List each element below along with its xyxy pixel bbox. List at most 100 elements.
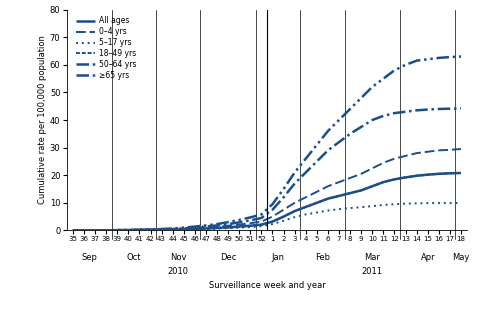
All ages	[358, 188, 363, 192]
All ages	[435, 172, 441, 176]
0–4 yrs	[435, 148, 441, 152]
18–49 yrs	[380, 180, 385, 184]
5–17 yrs	[435, 201, 441, 205]
0–4 yrs	[136, 228, 142, 232]
All ages	[125, 228, 131, 232]
All ages	[81, 228, 87, 232]
≥65 yrs	[402, 63, 408, 67]
All ages	[302, 205, 308, 209]
5–17 yrs	[125, 228, 131, 232]
18–49 yrs	[192, 228, 197, 231]
18–49 yrs	[158, 228, 164, 232]
Line: 50–64 yrs: 50–64 yrs	[73, 108, 460, 230]
5–17 yrs	[280, 219, 286, 223]
0–4 yrs	[291, 201, 297, 205]
All ages	[158, 228, 164, 232]
All ages	[180, 228, 186, 231]
0–4 yrs	[92, 228, 98, 232]
All ages	[269, 220, 275, 223]
50–64 yrs	[402, 110, 408, 114]
≥65 yrs	[457, 55, 463, 59]
5–17 yrs	[147, 228, 153, 232]
All ages	[103, 228, 109, 232]
5–17 yrs	[258, 224, 264, 228]
≥65 yrs	[203, 223, 208, 227]
50–64 yrs	[324, 148, 330, 152]
50–64 yrs	[347, 132, 352, 136]
18–49 yrs	[236, 225, 241, 229]
≥65 yrs	[391, 68, 396, 72]
18–49 yrs	[214, 226, 219, 230]
≥65 yrs	[92, 228, 98, 232]
0–4 yrs	[269, 215, 275, 219]
18–49 yrs	[347, 191, 352, 195]
All ages	[347, 191, 352, 195]
0–4 yrs	[336, 180, 341, 184]
50–64 yrs	[125, 228, 131, 232]
18–49 yrs	[269, 220, 275, 223]
50–64 yrs	[158, 228, 164, 231]
0–4 yrs	[169, 227, 175, 231]
Legend: All ages, 0–4 yrs, 5–17 yrs, 18–49 yrs, 50–64 yrs, ≥65 yrs: All ages, 0–4 yrs, 5–17 yrs, 18–49 yrs, …	[72, 13, 139, 83]
0–4 yrs	[203, 226, 208, 229]
18–49 yrs	[136, 228, 142, 232]
0–4 yrs	[413, 151, 419, 155]
0–4 yrs	[247, 221, 252, 225]
≥65 yrs	[136, 228, 142, 231]
Text: Feb: Feb	[314, 252, 329, 262]
≥65 yrs	[413, 59, 419, 63]
5–17 yrs	[347, 206, 352, 210]
18–49 yrs	[92, 228, 98, 232]
18–49 yrs	[81, 228, 87, 232]
All ages	[214, 226, 219, 230]
Line: ≥65 yrs: ≥65 yrs	[73, 57, 460, 230]
Text: Nov: Nov	[169, 252, 186, 262]
5–17 yrs	[358, 205, 363, 209]
18–49 yrs	[280, 215, 286, 219]
18–49 yrs	[169, 228, 175, 232]
≥65 yrs	[269, 202, 275, 206]
50–64 yrs	[203, 225, 208, 228]
50–64 yrs	[302, 171, 308, 174]
50–64 yrs	[92, 228, 98, 232]
All ages	[391, 177, 396, 181]
≥65 yrs	[280, 187, 286, 191]
0–4 yrs	[280, 208, 286, 212]
≥65 yrs	[424, 57, 430, 61]
50–64 yrs	[280, 195, 286, 199]
≥65 yrs	[302, 157, 308, 161]
0–4 yrs	[125, 228, 131, 232]
5–17 yrs	[236, 226, 241, 229]
50–64 yrs	[380, 114, 385, 118]
0–4 yrs	[236, 223, 241, 227]
0–4 yrs	[180, 227, 186, 231]
50–64 yrs	[313, 159, 319, 163]
All ages	[236, 225, 241, 228]
5–17 yrs	[225, 226, 230, 230]
≥65 yrs	[324, 129, 330, 133]
50–64 yrs	[424, 108, 430, 111]
≥65 yrs	[225, 220, 230, 224]
0–4 yrs	[302, 195, 308, 199]
5–17 yrs	[158, 228, 164, 232]
50–64 yrs	[114, 228, 120, 232]
0–4 yrs	[324, 184, 330, 188]
≥65 yrs	[103, 228, 109, 232]
≥65 yrs	[214, 222, 219, 226]
≥65 yrs	[247, 215, 252, 219]
≥65 yrs	[435, 56, 441, 60]
5–17 yrs	[380, 203, 385, 207]
50–64 yrs	[70, 228, 76, 232]
All ages	[336, 194, 341, 198]
Text: Mar: Mar	[364, 252, 380, 262]
≥65 yrs	[336, 118, 341, 122]
0–4 yrs	[369, 166, 374, 170]
50–64 yrs	[435, 107, 441, 111]
≥65 yrs	[236, 218, 241, 222]
Line: All ages: All ages	[73, 173, 460, 230]
18–49 yrs	[125, 228, 131, 232]
50–64 yrs	[258, 216, 264, 220]
0–4 yrs	[158, 228, 164, 231]
50–64 yrs	[291, 181, 297, 185]
All ages	[258, 223, 264, 227]
